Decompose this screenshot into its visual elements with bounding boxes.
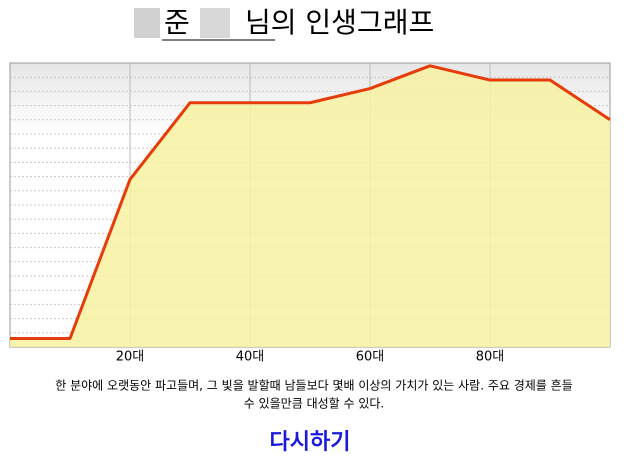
area (10, 65, 610, 347)
title-text: 님의 인생그래프 (245, 6, 434, 39)
x-tick-label: 40대 (236, 350, 265, 365)
blurred-name (134, 8, 160, 38)
line (10, 64, 611, 340)
x-tick-label: 80대 (476, 350, 505, 365)
title-name: 준 (164, 6, 190, 39)
x-tick-label: 20대 (116, 350, 145, 365)
description: 한 분야에 오랫동안 파고들며, 그 빛을 발할때 남들보다 몇배 이상의 가치… (55, 379, 573, 393)
x-tick-label: 60대 (356, 350, 385, 365)
blurred-name (200, 8, 230, 38)
retry-button[interactable]: 다시하기 (270, 430, 351, 455)
description: 수 있을만큼 대성할 수 있다. (244, 397, 385, 411)
